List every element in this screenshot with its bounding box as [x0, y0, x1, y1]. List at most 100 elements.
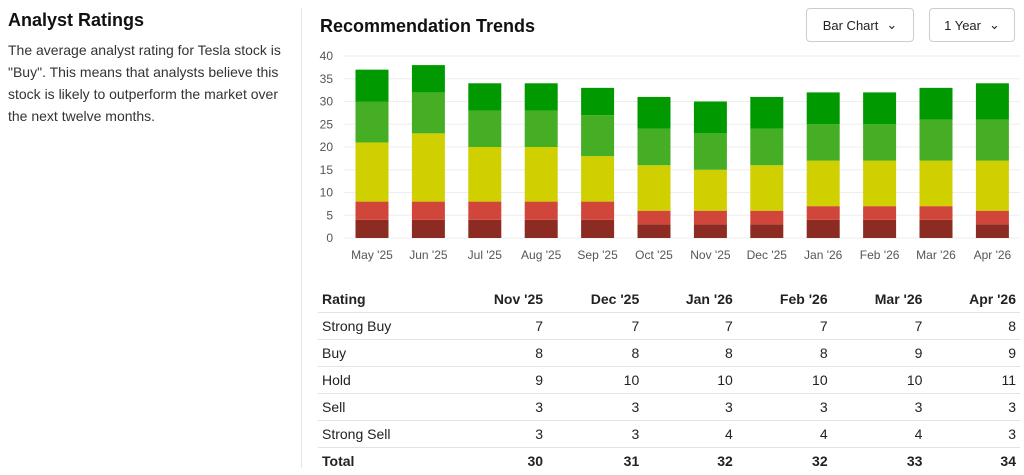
table-cell: 8 [736, 339, 832, 367]
bar-segment-sell [524, 201, 558, 220]
table-cell: 9 [449, 366, 548, 394]
column-header: Apr '26 [926, 286, 1020, 313]
y-tick-label: 40 [320, 49, 334, 63]
y-tick-label: 35 [320, 72, 334, 86]
table-cell: 32 [812, 453, 828, 469]
x-tick-label: Feb '26 [860, 248, 900, 262]
y-tick-label: 30 [320, 95, 334, 109]
table-cell: Total [322, 453, 355, 469]
bar-segment-sell [581, 201, 615, 220]
bar-segment-strong-sell [806, 219, 840, 238]
bar-segment-hold [468, 147, 502, 202]
bar-segment-hold [581, 156, 615, 202]
table-cell: 8 [643, 339, 737, 367]
table-cell: Strong Sell [318, 420, 450, 448]
table-cell: 3 [736, 393, 832, 421]
bar-segment-strong-sell [524, 219, 558, 238]
table-cell: 10 [736, 366, 832, 394]
table-cell: 3 [643, 393, 737, 421]
bar-segment-buy [524, 110, 558, 147]
period-label: 1 Year [944, 17, 981, 33]
bar-segment-hold [524, 147, 558, 202]
bar-segment-buy [693, 133, 727, 170]
table-cell: 8 [449, 339, 548, 367]
table-cell: 3 [449, 420, 548, 448]
bar-segment-strong-sell [411, 219, 445, 238]
x-tick-label: Apr '26 [974, 248, 1012, 262]
bar-segment-hold [355, 142, 389, 202]
bar-segment-strong-buy [863, 92, 897, 125]
x-tick-label: Dec '25 [747, 248, 788, 262]
bar-segment-sell [919, 206, 953, 220]
table-cell: 7 [643, 312, 737, 340]
bar-segment-hold [637, 165, 671, 211]
x-tick-label: Nov '25 [690, 248, 731, 262]
column-header: Mar '26 [831, 286, 927, 313]
bar-segment-buy [863, 124, 897, 161]
bar-segment-buy [581, 115, 615, 157]
bar-segment-sell [411, 201, 445, 220]
y-tick-label: 0 [326, 231, 333, 245]
table-cell: Hold [318, 366, 450, 394]
table-row: Strong Sell 3 3 4 4 4 3 [318, 420, 1020, 448]
table-cell: Buy [318, 339, 450, 367]
table-cell: 4 [643, 420, 737, 448]
bar-segment-strong-sell [975, 224, 1009, 238]
y-tick-label: 10 [320, 186, 334, 200]
bar-segment-buy [637, 128, 671, 166]
chevron-down-icon: ⌄ [886, 17, 898, 32]
bar-segment-strong-sell [693, 224, 727, 238]
table-cell: 3 [831, 393, 927, 421]
column-header: Nov '25 [449, 286, 548, 313]
bar-segment-sell [863, 206, 897, 220]
y-tick-label: 20 [320, 140, 334, 154]
bar-segment-strong-sell [637, 224, 671, 238]
column-header: Jan '26 [643, 286, 737, 313]
table-cell: 8 [547, 339, 644, 367]
analyst-ratings-title: Analyst Ratings [8, 10, 145, 30]
bar-segment-strong-buy [524, 83, 558, 111]
table-cell: 4 [736, 420, 832, 448]
bar-segment-buy [750, 128, 784, 166]
table-header-row: Rating Nov '25 Dec '25 Jan '26 Feb '26 Mar '2… [318, 286, 1020, 313]
bar-segment-strong-sell [750, 224, 784, 238]
table-row: Strong Buy 7 7 7 7 7 8 [318, 312, 1020, 340]
table-cell: 7 [736, 312, 832, 340]
x-tick-label: Aug '25 [521, 248, 562, 262]
x-tick-label: Jun '25 [409, 248, 448, 262]
chart-type-dropdown[interactable]: Bar Chart ⌄ [806, 8, 914, 42]
chevron-down-icon: ⌄ [988, 17, 1000, 32]
bar-segment-hold [693, 169, 727, 211]
table-cell: Sell [318, 393, 450, 421]
bar-segment-strong-sell [468, 219, 502, 238]
table-cell: 9 [926, 339, 1020, 367]
x-tick-label: Oct '25 [635, 248, 673, 262]
bar-segment-sell [806, 206, 840, 220]
bar-segment-sell [637, 210, 671, 225]
table-cell: 4 [831, 420, 927, 448]
table-cell: 31 [623, 453, 640, 469]
column-header: Rating [318, 286, 450, 313]
period-dropdown[interactable]: 1 Year ⌄ [929, 8, 1015, 42]
x-tick-label: Mar '26 [916, 248, 956, 262]
bar-segment-strong-buy [975, 83, 1009, 120]
y-tick-label: 25 [320, 117, 334, 131]
chart-title: Recommendation Trends [320, 16, 536, 36]
divider [301, 8, 302, 468]
analyst-ratings-text: The average analyst rating for Tesla sto… [8, 42, 281, 124]
bar-segment-strong-sell [355, 219, 389, 238]
y-tick-label: 5 [326, 208, 333, 222]
x-tick-label: Jan '26 [804, 248, 843, 262]
x-tick-label: Jul '25 [468, 248, 503, 262]
bar-segment-strong-buy [468, 83, 502, 111]
chart-type-label: Bar Chart [822, 17, 879, 33]
table-row: Sell 3 3 3 3 3 3 [318, 393, 1020, 421]
table-cell: 7 [831, 312, 927, 340]
table-cell: 10 [547, 366, 644, 394]
bar-segment-strong-buy [806, 92, 840, 125]
table-cell: 7 [547, 312, 644, 340]
bar-segment-hold [919, 160, 953, 207]
table-cell: 11 [926, 366, 1020, 394]
bar-segment-strong-sell [581, 219, 615, 238]
table-row: Buy 8 8 8 8 9 9 [318, 339, 1020, 367]
